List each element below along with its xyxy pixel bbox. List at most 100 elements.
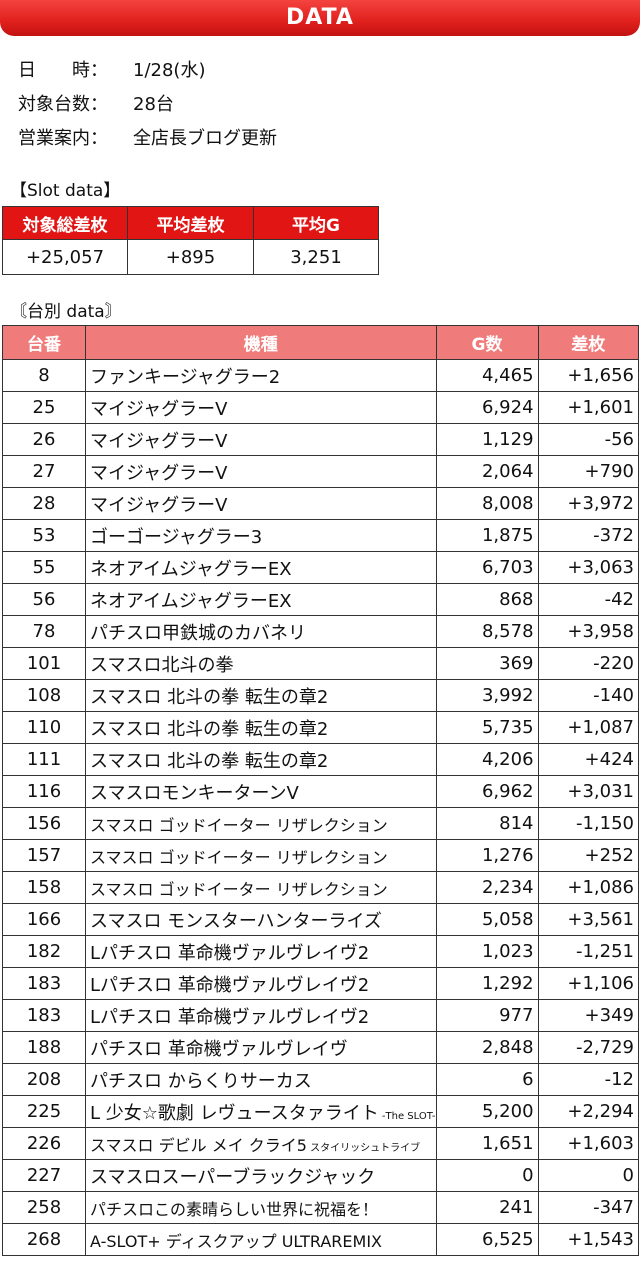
table-row: 110 スマスロ 北斗の拳 転生の章2 5,735 +1,087	[2, 711, 640, 744]
games-cell: 1,651	[435, 1127, 539, 1160]
table-row: 53 ゴーゴージャグラー3 1,875 -372	[2, 519, 640, 552]
diff-cell: -347	[537, 1191, 640, 1224]
machine-name: ネオアイムジャグラーEX	[90, 590, 292, 612]
diff-cell: -12	[537, 1063, 640, 1096]
machine-name: スマスロ北斗の拳	[90, 654, 234, 676]
machine-name: スマスロモンキーターンV	[90, 782, 299, 804]
diff-cell: +1,656	[537, 359, 640, 392]
table-row: 28 マイジャグラーV 8,008 +3,972	[2, 487, 640, 520]
machine-name-cell: スマスロ北斗の拳	[85, 647, 437, 680]
table-row: 55 ネオアイムジャグラーEX 6,703 +3,063	[2, 551, 640, 584]
table-row: 108 スマスロ 北斗の拳 転生の章2 3,992 -140	[2, 679, 640, 712]
machine-name-header: 機種	[85, 325, 437, 360]
machine-name: マイジャグラーV	[90, 430, 228, 452]
machine-name-cell: スマスロスーパーブラックジャック	[85, 1159, 437, 1192]
machine-name-cell: スマスロ ゴッドイーター リザレクション	[85, 839, 437, 872]
machine-name-cell: ネオアイムジャグラーEX	[85, 551, 437, 584]
machine-name-cell: スマスロ デビル メイ クライ5 スタイリッシュトライブ	[85, 1127, 437, 1160]
machine-name-cell: スマスロ 北斗の拳 転生の章2	[85, 743, 437, 776]
machine-name-cell: マイジャグラーV	[85, 391, 437, 424]
diff-header: 差枚	[537, 325, 640, 360]
games-cell: 369	[435, 647, 539, 680]
machine-name-subtitle: -The SLOT-	[378, 1110, 436, 1122]
machine-no-cell: 8	[2, 359, 86, 392]
machine-name-cell: パチスロ からくりサーカス	[85, 1063, 437, 1096]
games-cell: 1,129	[435, 423, 539, 456]
table-row: 226 スマスロ デビル メイ クライ5 スタイリッシュトライブ 1,651 +1,6…	[2, 1127, 640, 1160]
games-cell: 814	[435, 807, 539, 840]
machine-no-cell: 26	[2, 423, 86, 456]
machine-name: スマスロスーパーブラックジャック	[90, 1166, 376, 1188]
diff-cell: +252	[537, 839, 640, 872]
diff-cell: -56	[537, 423, 640, 456]
games-cell: 2,234	[435, 871, 539, 904]
table-row: 25 マイジャグラーV 6,924 +1,601	[2, 391, 640, 424]
machine-name: A-SLOT+ ディスクアップ ULTRAREMIX	[90, 1231, 383, 1251]
avg-diff-header: 平均差枚	[127, 206, 254, 240]
machine-no-cell: 110	[2, 711, 86, 744]
diff-cell: -42	[537, 583, 640, 616]
machine-no-cell: 101	[2, 647, 86, 680]
table-row: 111 スマスロ 北斗の拳 転生の章2 4,206 +424	[2, 743, 640, 776]
machine-name-cell: Lパチスロ 革命機ヴァルヴレイヴ2	[85, 999, 437, 1032]
machine-no-cell: 55	[2, 551, 86, 584]
games-cell: 1,023	[435, 935, 539, 968]
machine-name-cell: A-SLOT+ ディスクアップ ULTRAREMIX	[85, 1223, 437, 1256]
machine-name: Lパチスロ 革命機ヴァルヴレイヴ2	[90, 942, 370, 964]
machine-name-cell: ゴーゴージャグラー3	[85, 519, 437, 552]
machine-no-cell: 268	[2, 1223, 86, 1256]
diff-cell: +3,063	[537, 551, 640, 584]
machine-no-cell: 25	[2, 391, 86, 424]
diff-cell: -2,729	[537, 1031, 640, 1064]
table-row: 183 Lパチスロ 革命機ヴァルヴレイヴ2 1,292 +1,106	[2, 967, 640, 1000]
machine-name: マイジャグラーV	[90, 494, 228, 516]
info-notice-label: 営業案内：	[18, 128, 108, 149]
machine-no-cell: 28	[2, 487, 86, 520]
avg-games-value: 3,251	[253, 239, 379, 275]
machine-name: スマスロ ゴッドイーター リザレクション	[90, 815, 388, 835]
info-count-label: 対象台数：	[18, 94, 108, 115]
games-cell: 5,200	[435, 1095, 539, 1128]
diff-cell: +1,087	[537, 711, 640, 744]
diff-cell: +2,294	[537, 1095, 640, 1128]
games-cell: 1,875	[435, 519, 539, 552]
slot-summary-table: 対象総差枚 平均差枚 平均G +25,057 +895 3,251	[2, 206, 379, 275]
games-cell: 6,525	[435, 1223, 539, 1256]
machine-no-cell: 156	[2, 807, 86, 840]
table-row: 157 スマスロ ゴッドイーター リザレクション 1,276 +252	[2, 839, 640, 872]
table-row: 26 マイジャグラーV 1,129 -56	[2, 423, 640, 456]
machine-name-subtitle: スタイリッシュトライブ	[306, 1142, 421, 1154]
machine-name-cell: スマスロ ゴッドイーター リザレクション	[85, 807, 437, 840]
machine-name: スマスロ 北斗の拳 転生の章2	[90, 718, 329, 740]
machine-no-cell: 182	[2, 935, 86, 968]
diff-cell: +424	[537, 743, 640, 776]
games-cell: 2,848	[435, 1031, 539, 1064]
machine-name: スマスロ ゴッドイーター リザレクション	[90, 847, 388, 867]
machine-no-cell: 258	[2, 1191, 86, 1224]
games-cell: 8,578	[435, 615, 539, 648]
games-cell: 6	[435, 1063, 539, 1096]
games-cell: 4,465	[435, 359, 539, 392]
games-cell: 6,703	[435, 551, 539, 584]
games-cell: 5,735	[435, 711, 539, 744]
machine-name: Lパチスロ 革命機ヴァルヴレイヴ2	[90, 974, 370, 996]
machine-name-cell: スマスロ モンスターハンターライズ	[85, 903, 437, 936]
machine-name: Lパチスロ 革命機ヴァルヴレイヴ2	[90, 1006, 370, 1028]
diff-cell: +3,972	[537, 487, 640, 520]
table-row: 258 パチスロこの素晴らしい世界に祝福を！ 241 -347	[2, 1191, 640, 1224]
total-diff-value: +25,057	[2, 239, 128, 275]
diff-cell: +3,958	[537, 615, 640, 648]
machine-no-cell: 225	[2, 1095, 86, 1128]
games-cell: 3,992	[435, 679, 539, 712]
machine-no-header: 台番	[2, 325, 86, 360]
machine-name: パチスロ甲鉄城のカバネリ	[90, 622, 306, 644]
games-cell: 6,924	[435, 391, 539, 424]
table-row: 101 スマスロ北斗の拳 369 -220	[2, 647, 640, 680]
table-row: 158 スマスロ ゴッドイーター リザレクション 2,234 +1,086	[2, 871, 640, 904]
info-notice-value: 全店長ブログ更新	[133, 128, 277, 149]
machine-name-cell: スマスロ ゴッドイーター リザレクション	[85, 871, 437, 904]
machine-data-heading: 〘台別 data〙	[10, 302, 122, 322]
machine-no-cell: 158	[2, 871, 86, 904]
diff-cell: +1,601	[537, 391, 640, 424]
games-cell: 8,008	[435, 487, 539, 520]
